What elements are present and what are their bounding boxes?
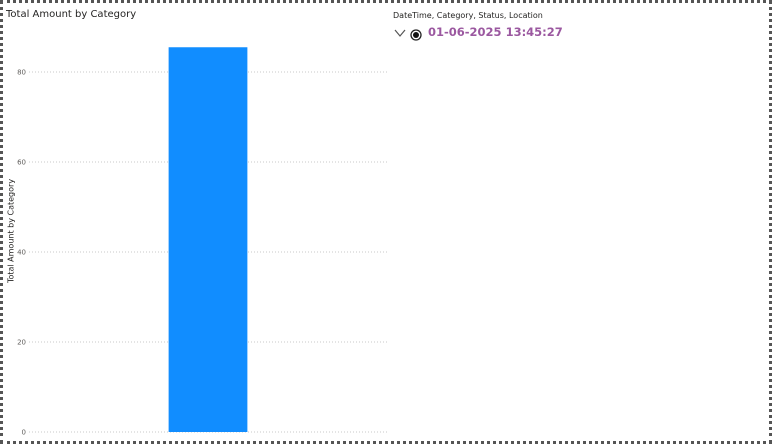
chevron-down-icon[interactable]	[393, 25, 407, 39]
y-tick-label: 40	[17, 249, 26, 257]
bar-chart-visual[interactable]: Total Amount by Category Total Amount by…	[3, 3, 395, 447]
bar[interactable]	[168, 47, 248, 432]
slicer-item[interactable]: 01-06-2025 13:45:27	[393, 23, 563, 41]
bar-chart-plot: 0 20 40 60 80	[17, 47, 387, 437]
radio-selected-icon[interactable]	[410, 26, 422, 41]
y-tick-label: 20	[17, 339, 26, 347]
chart-title: Total Amount by Category	[6, 9, 137, 20]
slicer-header: DateTime, Category, Status, Location	[393, 11, 543, 20]
datetime-slicer[interactable]: DateTime, Category, Status, Location 01-…	[393, 3, 772, 63]
slicer-selected-value: 01-06-2025 13:45:27	[428, 25, 563, 39]
y-tick-label: 60	[17, 159, 26, 167]
y-tick-label: 0	[22, 429, 26, 437]
y-tick-label: 80	[17, 69, 26, 77]
